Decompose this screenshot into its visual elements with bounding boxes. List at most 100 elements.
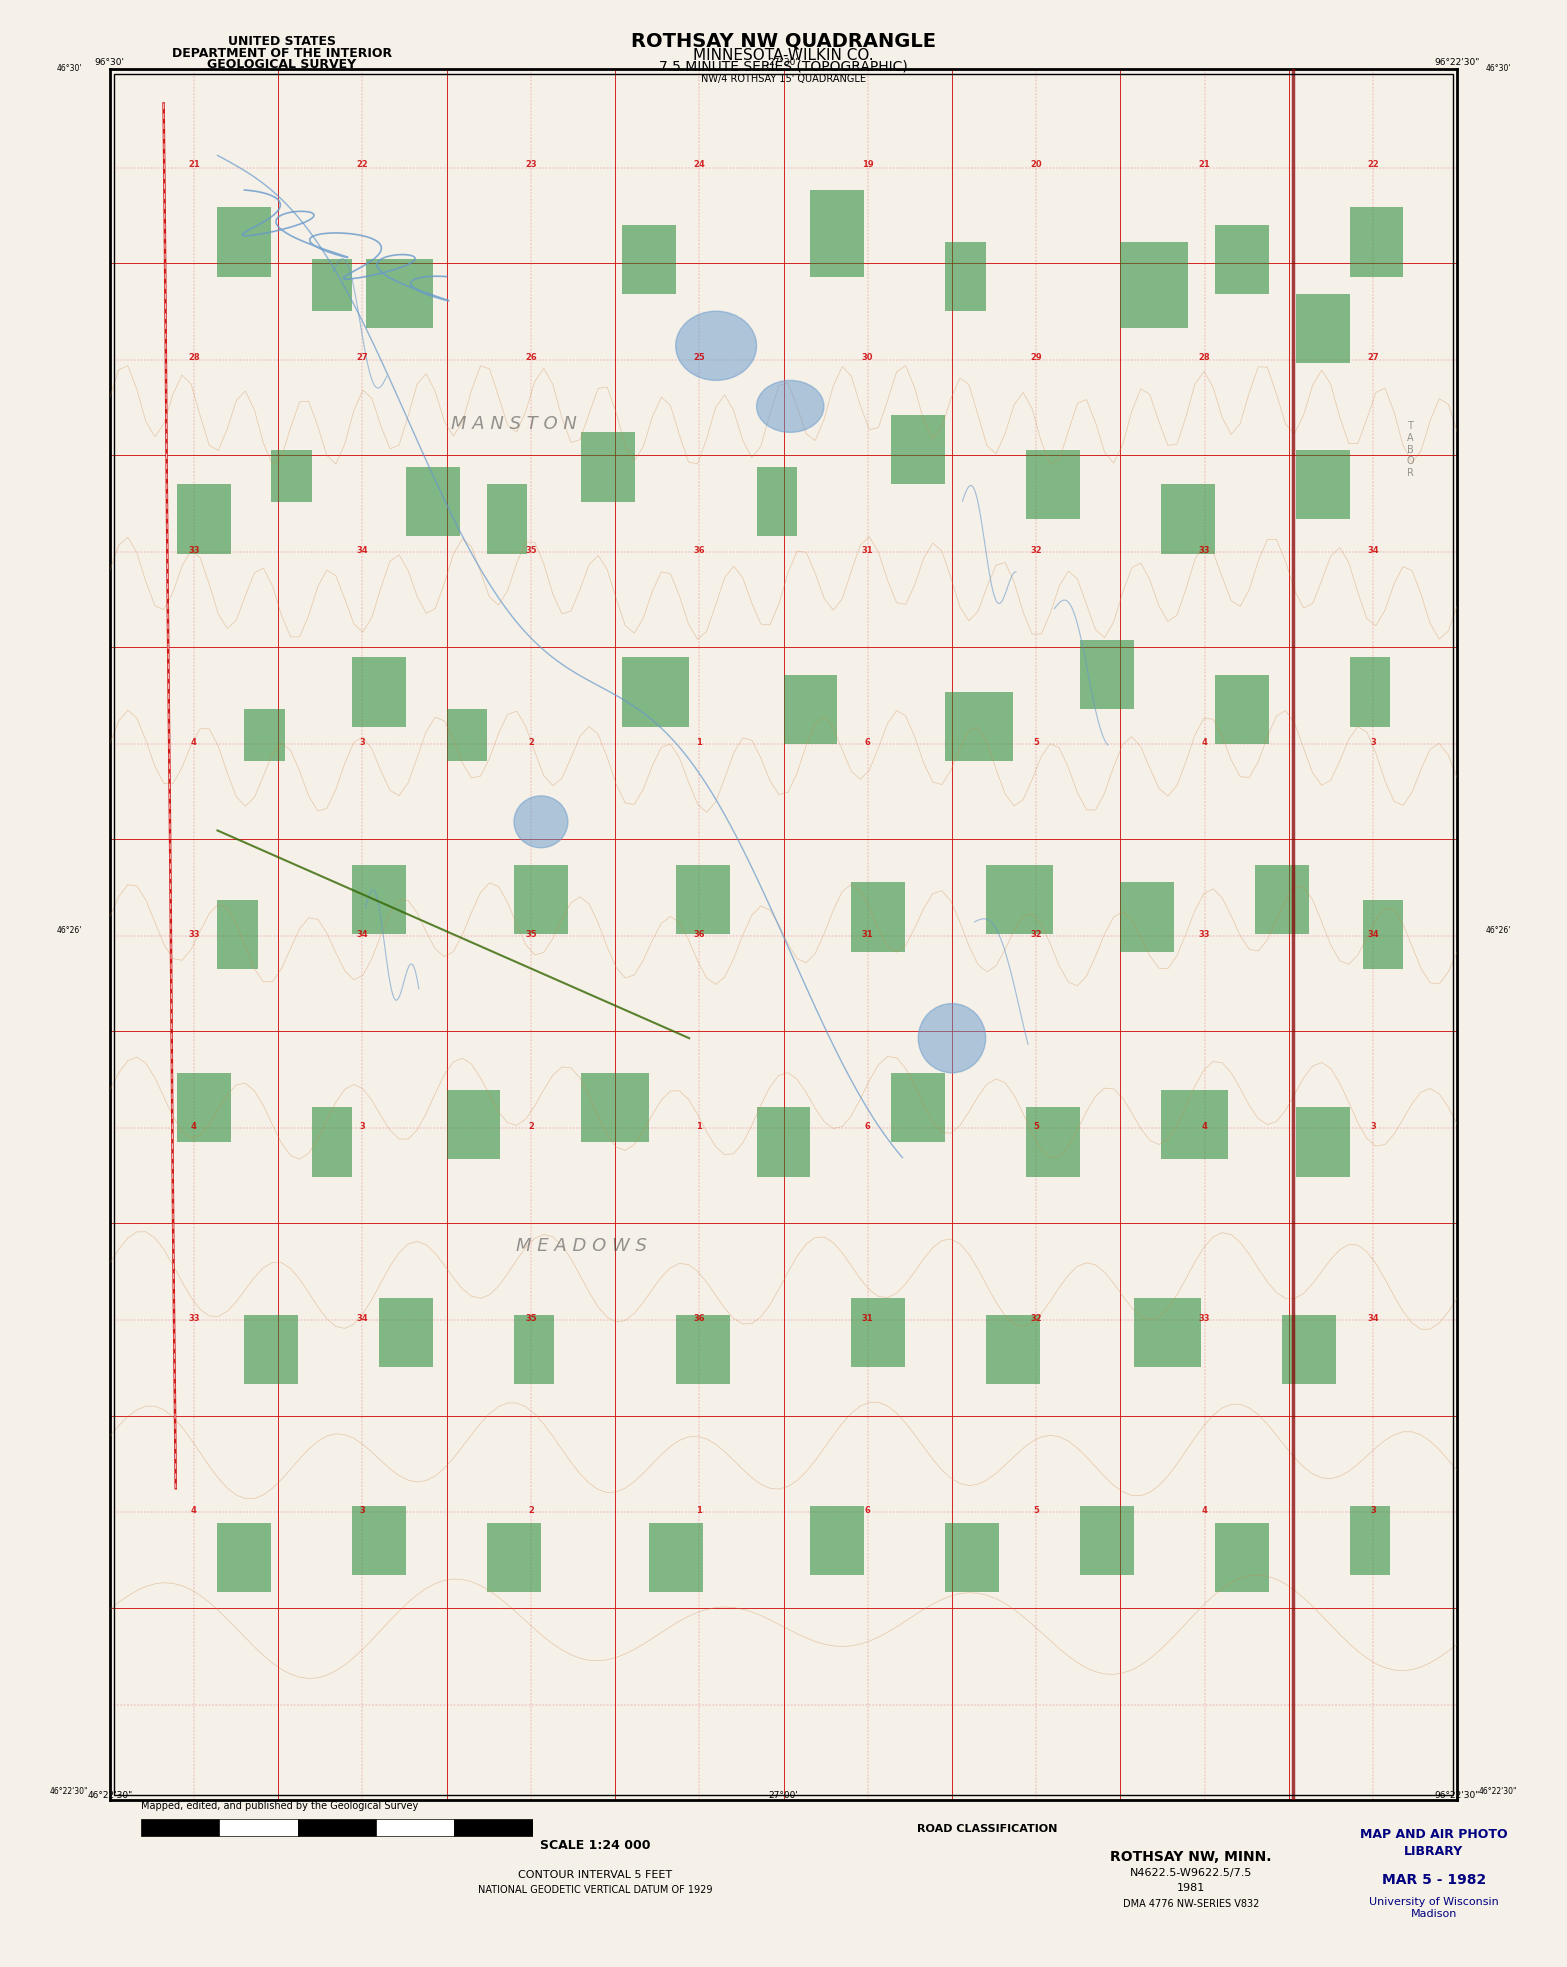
Bar [219, 1819, 298, 1835]
Text: 46°22'30": 46°22'30" [50, 1788, 88, 1796]
Text: 31: 31 [862, 1314, 873, 1324]
Bar [1349, 657, 1390, 726]
Text: 2: 2 [528, 1507, 534, 1515]
Bar [851, 1298, 904, 1367]
Text: 36: 36 [694, 1314, 705, 1324]
Bar [649, 1522, 702, 1591]
Bar [945, 1522, 1000, 1591]
Text: MINNESOTA-WILKIN CO.: MINNESOTA-WILKIN CO. [693, 47, 874, 63]
Bar [986, 865, 1053, 934]
Bar [892, 415, 945, 484]
Text: 34: 34 [357, 545, 368, 555]
Bar [1255, 865, 1308, 934]
Bar [1349, 207, 1404, 277]
Bar [379, 1298, 432, 1367]
Text: 31: 31 [862, 545, 873, 555]
Text: 30: 30 [862, 354, 873, 362]
Text: 21: 21 [1199, 159, 1210, 169]
Text: 35: 35 [525, 1314, 536, 1324]
Bar [177, 1072, 230, 1143]
Bar [1161, 484, 1214, 553]
Text: 32: 32 [1031, 545, 1042, 555]
Text: 3: 3 [359, 738, 365, 747]
Text: CONTOUR INTERVAL 5 FEET: CONTOUR INTERVAL 5 FEET [519, 1869, 672, 1880]
Text: DEPARTMENT OF THE INTERIOR: DEPARTMENT OF THE INTERIOR [172, 47, 392, 59]
Text: University of Wisconsin
Madison: University of Wisconsin Madison [1370, 1896, 1498, 1920]
Text: 1981: 1981 [1177, 1882, 1205, 1894]
Text: 4: 4 [191, 1121, 197, 1131]
Text: 23: 23 [525, 159, 536, 169]
Text: 27: 27 [357, 354, 368, 362]
Text: 3: 3 [1370, 1121, 1376, 1131]
Text: SCALE 1:24 000: SCALE 1:24 000 [541, 1839, 650, 1851]
Text: 28: 28 [1199, 354, 1210, 362]
Text: 27°30': 27°30' [768, 59, 799, 67]
Text: 32: 32 [1031, 1314, 1042, 1324]
Text: 25: 25 [694, 354, 705, 362]
Text: 36: 36 [694, 930, 705, 938]
Bar [1080, 639, 1135, 710]
Text: 1: 1 [696, 738, 702, 747]
Text: 32: 32 [1031, 930, 1042, 938]
Text: 35: 35 [525, 545, 536, 555]
Text: 27°00': 27°00' [768, 1792, 799, 1800]
Text: 2: 2 [528, 738, 534, 747]
Bar [1161, 1090, 1229, 1159]
Bar [757, 1107, 810, 1176]
Bar [312, 260, 353, 311]
Text: 27: 27 [1368, 354, 1379, 362]
Text: 4: 4 [191, 1507, 197, 1515]
Bar [622, 657, 689, 726]
Bar [810, 191, 865, 277]
Bar [1080, 1505, 1135, 1576]
Text: 3: 3 [359, 1121, 365, 1131]
Text: 3: 3 [1370, 738, 1376, 747]
Text: 6: 6 [865, 738, 871, 747]
Text: 1: 1 [696, 1121, 702, 1131]
Text: 4: 4 [1202, 1121, 1208, 1131]
Bar [1214, 1522, 1269, 1591]
Bar [1282, 1316, 1337, 1385]
Text: 6: 6 [865, 1121, 871, 1131]
Text: N4622.5-W9622.5/7.5: N4622.5-W9622.5/7.5 [1130, 1867, 1252, 1878]
Text: DMA 4776 NW-SERIES V832: DMA 4776 NW-SERIES V832 [1122, 1898, 1260, 1910]
Bar [581, 433, 635, 502]
Bar [1120, 883, 1174, 952]
Text: M E A D O W S: M E A D O W S [516, 1237, 647, 1255]
Bar [487, 1522, 541, 1591]
Ellipse shape [918, 1003, 986, 1072]
Bar [353, 865, 406, 934]
Text: 46°26': 46°26' [56, 926, 81, 934]
Bar [177, 484, 230, 553]
Text: 24: 24 [694, 159, 705, 169]
Bar [141, 1819, 219, 1835]
Bar [312, 1107, 353, 1176]
Text: 4: 4 [191, 738, 197, 747]
Text: 35: 35 [525, 930, 536, 938]
Bar [514, 865, 567, 934]
Text: 33: 33 [188, 545, 199, 555]
Ellipse shape [514, 797, 567, 848]
Text: 4: 4 [1202, 738, 1208, 747]
Bar [454, 1819, 533, 1835]
Text: 26: 26 [525, 354, 536, 362]
Text: 34: 34 [1368, 930, 1379, 938]
Text: GEOLOGICAL SURVEY: GEOLOGICAL SURVEY [207, 59, 357, 71]
Text: 46°30': 46°30' [1486, 65, 1511, 73]
Text: 5: 5 [1033, 738, 1039, 747]
Text: 2: 2 [528, 1121, 534, 1131]
Text: 46°22'30": 46°22'30" [1479, 1788, 1517, 1796]
Bar [365, 260, 432, 328]
Text: 33: 33 [188, 1314, 199, 1324]
Text: MAP AND AIR PHOTO
LIBRARY: MAP AND AIR PHOTO LIBRARY [1360, 1827, 1507, 1859]
Text: 22: 22 [357, 159, 368, 169]
Bar [514, 1316, 555, 1385]
Text: ROTHSAY NW, MINN.: ROTHSAY NW, MINN. [1109, 1849, 1272, 1865]
Bar [376, 1819, 454, 1835]
Bar [810, 1505, 865, 1576]
Text: 33: 33 [1199, 545, 1210, 555]
Text: 31: 31 [862, 930, 873, 938]
Bar [1363, 899, 1404, 970]
Bar [675, 1316, 730, 1385]
Bar [581, 1072, 649, 1143]
